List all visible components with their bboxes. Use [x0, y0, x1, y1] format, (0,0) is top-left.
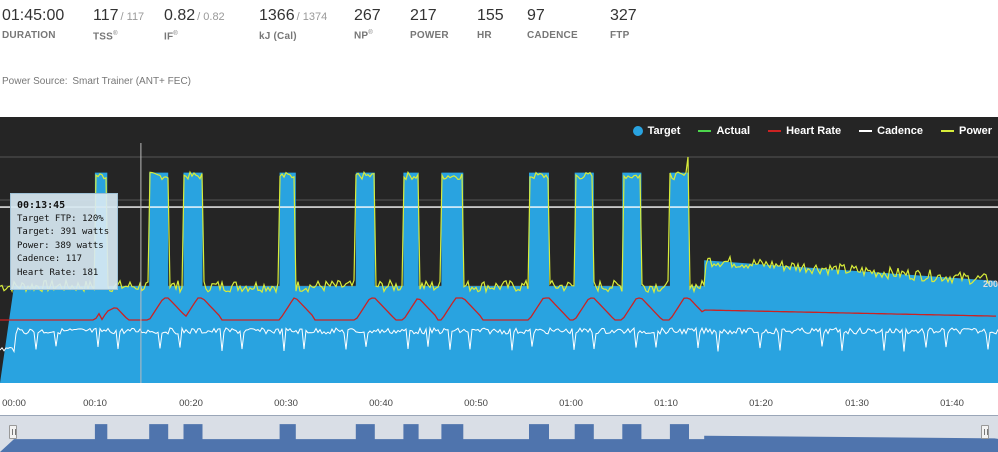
stat-max: 117: [126, 11, 145, 23]
x-tick-label: 01:40: [940, 398, 964, 409]
stat-value: 1366: [259, 7, 295, 24]
y-axis-label-200: 200: [982, 279, 998, 289]
heart-rate-series-line: [0, 297, 996, 321]
heart-rate-line-icon: [768, 130, 782, 132]
stat-label: TSS: [93, 31, 114, 43]
stat-value: 327: [610, 7, 637, 24]
x-tick-label: 00:50: [464, 398, 488, 409]
power-source-label: Power Source:: [2, 76, 68, 87]
x-axis: 00:00 00:10 00:20 00:30 00:40 00:50 01:0…: [0, 383, 998, 415]
stat-value: 97: [527, 7, 545, 24]
stat-cadence: 97 CADENCE: [527, 6, 578, 41]
legend-item-power[interactable]: Power: [940, 125, 992, 137]
registered-mark: ®: [368, 30, 373, 36]
stat-value: 0.82: [164, 7, 196, 24]
chart-legend: Target Actual Heart Rate Cadence Power: [632, 125, 992, 137]
x-tick-label: 01:00: [559, 398, 583, 409]
power-series-line: [0, 156, 991, 295]
stat-value: 155: [477, 7, 504, 24]
stat-label: NP: [354, 30, 369, 42]
navigator-area: [0, 424, 998, 452]
navigator-left-handle[interactable]: [9, 425, 17, 439]
workout-chart-svg[interactable]: [0, 117, 998, 383]
stat-label: DURATION: [2, 30, 56, 41]
legend-label: Power: [958, 125, 992, 137]
target-dot-icon: [632, 126, 643, 136]
x-tick-label: 01:10: [654, 398, 678, 409]
chart-tooltip: 00:13:45 Target FTP: 120% Target: 391 wa…: [10, 193, 118, 290]
tooltip-time: 00:13:45: [17, 200, 66, 211]
tooltip-target-ftp: Target FTP: 120%: [17, 213, 104, 224]
stat-label: CADENCE: [527, 30, 578, 41]
cadence-line-icon: [859, 130, 873, 132]
cadence-series-line: [0, 326, 998, 354]
power-source-value: Smart Trainer (ANT+ FEC): [72, 76, 192, 87]
registered-mark: ®: [173, 31, 178, 37]
navigator-overview: [0, 415, 998, 452]
legend-label: Heart Rate: [786, 125, 842, 137]
x-tick-label: 00:10: [83, 398, 107, 409]
stat-label: FTP: [610, 30, 630, 41]
legend-item-cadence[interactable]: Cadence: [859, 125, 923, 137]
tooltip-heart-rate: Heart Rate: 181: [17, 267, 99, 278]
legend-item-target[interactable]: Target: [632, 125, 681, 137]
stat-np: 267 NP®: [354, 6, 381, 41]
range-navigator[interactable]: [0, 415, 998, 452]
workout-chart[interactable]: Target Actual Heart Rate Cadence Power 2…: [0, 117, 998, 383]
stat-value: 217: [410, 7, 437, 24]
legend-label: Cadence: [877, 125, 923, 137]
legend-item-actual[interactable]: Actual: [698, 125, 750, 137]
stat-duration: 01:45:00 DURATION: [2, 6, 64, 41]
power-source: Power Source: Smart Trainer (ANT+ FEC): [2, 76, 191, 87]
target-area: [0, 172, 998, 383]
actual-line-icon: [698, 130, 712, 132]
stat-label: IF: [164, 31, 174, 43]
stat-value: 267: [354, 7, 381, 24]
stats-bar: 01:45:00 DURATION 117/ 117 TSS® 0.82/ 0.…: [0, 6, 998, 46]
stat-kj: 1366/ 1374 kJ (Cal): [259, 7, 328, 42]
stat-if: 0.82/ 0.82 IF®: [164, 7, 225, 43]
stat-label: HR: [477, 30, 492, 41]
stat-value: 117: [93, 7, 119, 24]
x-tick-label: 00:40: [369, 398, 393, 409]
navigator-right-handle[interactable]: [981, 425, 989, 439]
stat-max: 1374: [302, 11, 328, 23]
stat-max: 0.82: [203, 11, 225, 23]
stat-label: POWER: [410, 30, 449, 41]
stat-hr: 155 HR: [477, 6, 504, 41]
legend-item-heart-rate[interactable]: Heart Rate: [768, 125, 841, 137]
stat-power: 217 POWER: [410, 6, 449, 41]
legend-label: Target: [647, 125, 681, 137]
stat-value: 01:45:00: [2, 7, 65, 24]
x-tick-label: 00:30: [274, 398, 298, 409]
registered-mark: ®: [113, 31, 118, 37]
power-line-icon: [940, 130, 954, 132]
x-tick-label: 01:20: [749, 398, 773, 409]
stat-ftp: 327 FTP: [610, 6, 637, 41]
x-tick-label: 00:00: [2, 398, 26, 409]
tooltip-power: Power: 389 watts: [17, 240, 104, 251]
x-tick-label: 00:20: [179, 398, 203, 409]
x-tick-label: 01:30: [845, 398, 869, 409]
stat-tss: 117/ 117 TSS®: [93, 7, 145, 43]
tooltip-cadence: Cadence: 117: [17, 254, 83, 264]
tooltip-target: Target: 391 watts: [17, 227, 110, 237]
legend-label: Actual: [716, 125, 751, 137]
stat-label: kJ (Cal): [259, 31, 297, 42]
